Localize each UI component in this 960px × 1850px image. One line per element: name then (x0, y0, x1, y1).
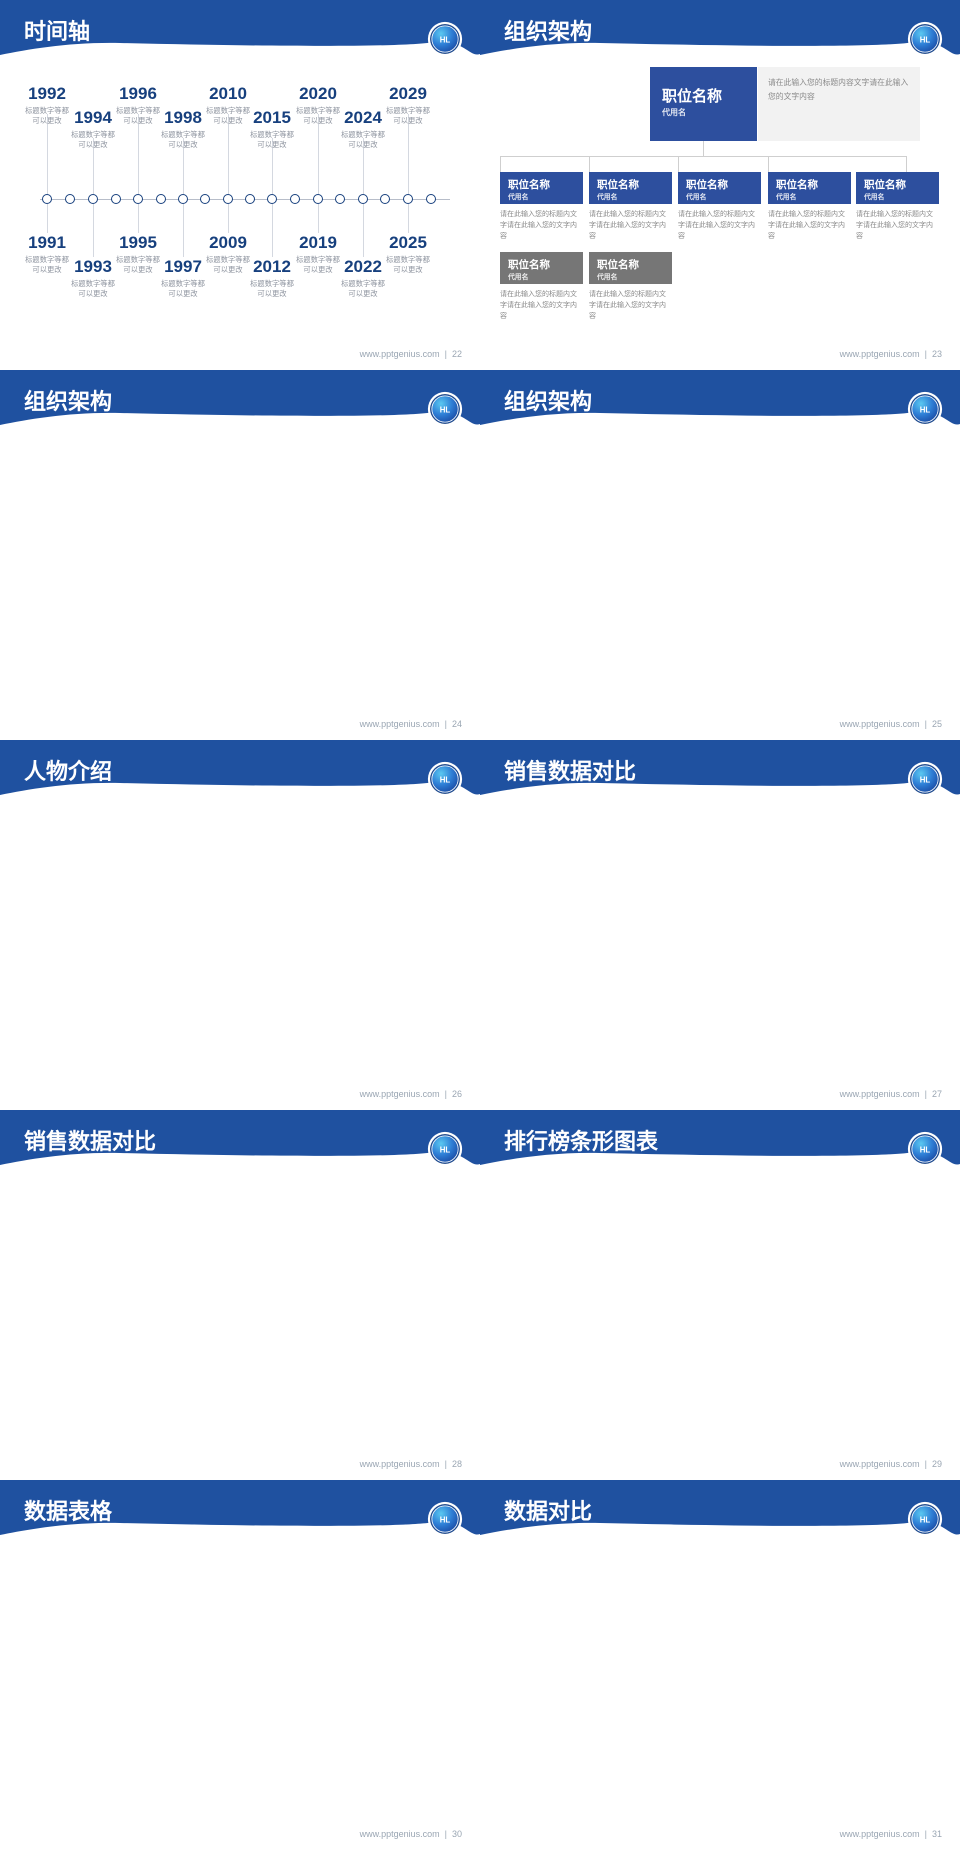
svg-text:HL: HL (440, 1515, 451, 1524)
svg-text:HL: HL (440, 35, 451, 44)
svg-text:HL: HL (920, 1145, 931, 1154)
svg-text:HL: HL (920, 775, 931, 784)
svg-text:HL: HL (440, 1145, 451, 1154)
svg-text:HL: HL (920, 35, 931, 44)
svg-text:HL: HL (920, 405, 931, 414)
svg-text:HL: HL (440, 775, 451, 784)
svg-text:HL: HL (920, 1515, 931, 1524)
svg-text:HL: HL (440, 405, 451, 414)
